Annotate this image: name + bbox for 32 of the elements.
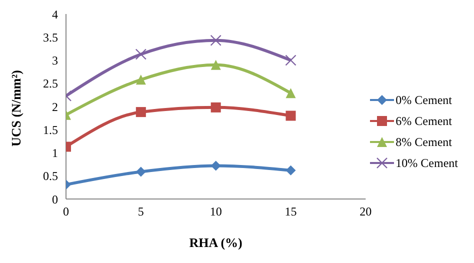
point — [136, 166, 146, 177]
x-axis-title: RHA (%) — [189, 235, 242, 250]
point — [210, 160, 221, 171]
point — [136, 107, 146, 118]
x-tick-label: 0 — [63, 204, 69, 219]
point — [210, 34, 222, 46]
y-tick-label: 2.5 — [43, 76, 58, 91]
x-tick-label: 20 — [360, 204, 372, 219]
point — [136, 74, 146, 85]
x-tick-label: 10 — [210, 204, 222, 219]
legend-label: 0% Cement — [396, 92, 452, 108]
legend-label: 6% Cement — [396, 114, 452, 128]
y-tick-label: 4 — [52, 7, 58, 22]
legend-label: 8% Cement — [396, 134, 452, 150]
y-axis-title: UCS (N/mm²) — [8, 70, 24, 146]
y-tick-label: 1.5 — [43, 122, 58, 137]
y-tick-label: 0 — [52, 192, 58, 206]
point — [210, 102, 221, 112]
x-tick-label: 5 — [138, 204, 144, 219]
x-tick-label: 15 — [284, 204, 297, 219]
y-tick-label: 0.5 — [43, 169, 58, 184]
point — [286, 88, 296, 98]
point — [286, 165, 296, 176]
point — [286, 110, 296, 121]
point — [210, 60, 221, 70]
y-tick-label: 2 — [52, 100, 58, 114]
y-tick-label: 3.5 — [43, 30, 58, 44]
point — [135, 48, 147, 60]
legend-label: 10% Cement — [396, 156, 458, 170]
y-tick-label: 1 — [52, 146, 58, 160]
y-tick-label: 3 — [52, 54, 58, 68]
point — [285, 54, 296, 66]
